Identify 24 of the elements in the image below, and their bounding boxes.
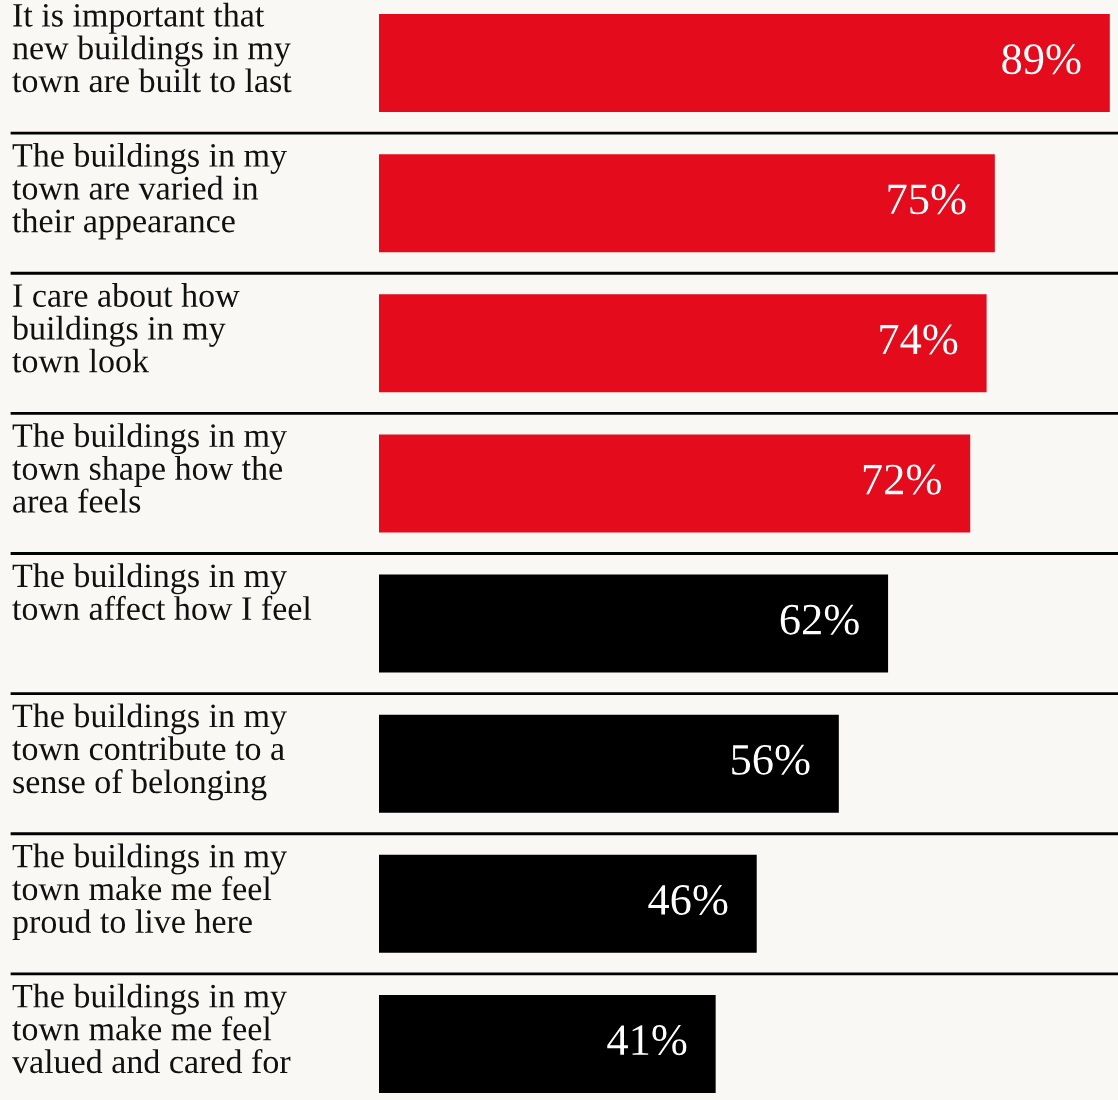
- y-tick-label: The buildings in my town make me feel valued and cared for: [12, 983, 291, 1074]
- bar: [379, 854, 757, 953]
- data-label: 74%: [880, 324, 958, 355]
- data-label: 72%: [863, 464, 941, 495]
- y-tick-label: The buildings in my town shape how the area feels: [12, 423, 287, 513]
- bar: [379, 294, 987, 393]
- data-label: 62%: [780, 604, 859, 635]
- data-label: 89%: [1002, 44, 1081, 75]
- y-tick-label: It is important that new buildings in my town are built to last: [12, 2, 292, 93]
- y-tick-label: The buildings in my town affect how I feel: [12, 563, 312, 621]
- bar: [379, 994, 716, 1093]
- bar: [379, 714, 839, 813]
- data-label: 41%: [607, 1025, 687, 1056]
- y-tick-label: I care about how buildings in my town look: [12, 283, 240, 373]
- bar: [379, 574, 889, 673]
- bar: [379, 154, 995, 253]
- bar: [379, 434, 971, 533]
- data-label: 46%: [648, 884, 728, 916]
- data-label: 75%: [888, 184, 966, 215]
- y-tick-label: The buildings in my town are varied in their appearance: [12, 142, 287, 240]
- bar: [379, 14, 1110, 113]
- y-tick-label: The buildings in my town contribute to a sense of belonging: [12, 703, 287, 801]
- data-label: 56%: [732, 744, 810, 775]
- y-tick-label: The buildings in my town make me feel proud to live here: [12, 843, 287, 941]
